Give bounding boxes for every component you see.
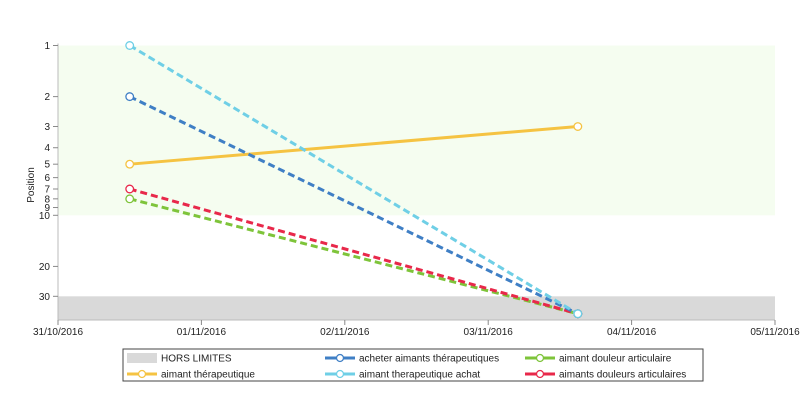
legend-marker [535, 369, 545, 379]
data-point[interactable] [125, 184, 135, 194]
series-3 [125, 41, 583, 319]
legend-marker [335, 369, 345, 379]
legend-item[interactable]: aimant thérapeutique [127, 370, 255, 381]
legend-label: aimants douleurs articulaires [559, 370, 686, 381]
series-layer [125, 41, 583, 319]
y-tick-label: 6 [44, 173, 50, 184]
legend-box [122, 348, 704, 382]
legend-label: HORS LIMITES [161, 354, 232, 365]
legend-item[interactable]: aimants douleurs articulaires [525, 370, 686, 381]
out-of-range-band [58, 296, 775, 320]
data-point[interactable] [125, 92, 135, 102]
legend-label: aimant thérapeutique [161, 370, 255, 381]
y-tick-label: 1 [44, 41, 50, 52]
data-point[interactable] [125, 41, 135, 50]
y-tick-label: 4 [44, 143, 50, 154]
series-line [129, 197, 579, 316]
y-tick-label: 8 [44, 194, 50, 205]
x-tick-label: 31/10/2016 [33, 327, 83, 338]
y-axis-title: Position [26, 167, 37, 203]
y-tick-label: 9 [44, 203, 50, 214]
legend: HORS LIMITES acheter aimants thérapeutiqu… [122, 348, 704, 382]
legend-label: aimant douleur articulaire [559, 354, 672, 365]
series-line [128, 44, 579, 316]
series-line [129, 125, 578, 166]
y-tick-label: 30 [39, 292, 51, 303]
legend-item[interactable]: aimant douleur articulaire [525, 354, 672, 365]
y-tick-label: 20 [39, 262, 51, 273]
series-line [129, 95, 579, 316]
x-tick-label: 03/11/2016 [464, 327, 514, 338]
y-tick-label: 3 [44, 122, 50, 133]
x-tick-label: 04/11/2016 [607, 327, 657, 338]
legend-marker [137, 369, 147, 379]
x-tick-label: 05/11/2016 [750, 327, 800, 338]
y-tick-label: 2 [44, 92, 50, 103]
x-tick-label: 02/11/2016 [320, 327, 370, 338]
legend-item[interactable]: HORS LIMITES [127, 353, 232, 365]
data-point[interactable] [573, 122, 583, 131]
legend-label: acheter aimants thérapeutiques [359, 354, 499, 365]
x-axis-ticks: 31/10/2016 01/11/2016 02/11/2016 03/11/2016… [33, 320, 800, 338]
data-point[interactable] [125, 194, 135, 204]
data-point[interactable] [573, 309, 583, 319]
legend-marker [335, 353, 345, 363]
legend-marker [535, 353, 545, 363]
y-tick-label: 5 [44, 160, 50, 171]
legend-item[interactable]: aimant therapeutique achat [325, 370, 480, 381]
series-2 [125, 122, 583, 169]
legend-label: aimant therapeutique achat [359, 370, 480, 381]
series-line [129, 187, 579, 316]
x-tick-label: 01/11/2016 [177, 327, 227, 338]
y-tick-label: 7 [44, 184, 50, 195]
legend-item[interactable]: acheter aimants thérapeutiques [325, 354, 499, 365]
y-tick-label: 10 [39, 211, 51, 222]
data-point[interactable] [125, 159, 135, 169]
plot-highlight-band [58, 45, 775, 216]
legend-swatch [127, 353, 157, 363]
